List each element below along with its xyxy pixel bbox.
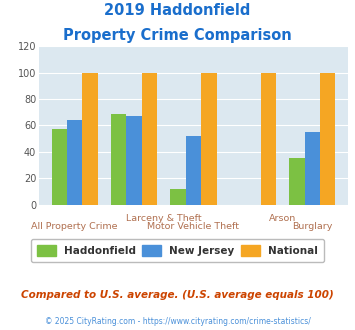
Bar — [170, 189, 186, 205]
Bar — [67, 120, 82, 205]
Text: © 2025 CityRating.com - https://www.cityrating.com/crime-statistics/: © 2025 CityRating.com - https://www.city… — [45, 317, 310, 326]
Bar — [186, 136, 201, 205]
Text: Arson: Arson — [269, 214, 296, 223]
Text: Compared to U.S. average. (U.S. average equals 100): Compared to U.S. average. (U.S. average … — [21, 290, 334, 300]
Bar — [201, 73, 217, 205]
Text: 2019 Haddonfield: 2019 Haddonfield — [104, 3, 251, 18]
Text: Property Crime Comparison: Property Crime Comparison — [63, 28, 292, 43]
Bar — [111, 114, 126, 205]
Bar — [142, 73, 157, 205]
Text: All Property Crime: All Property Crime — [32, 222, 118, 231]
Bar — [82, 73, 98, 205]
Bar — [305, 132, 320, 205]
Bar — [126, 116, 142, 205]
Text: Larceny & Theft: Larceny & Theft — [126, 214, 202, 223]
Bar — [51, 129, 67, 205]
Text: Motor Vehicle Theft: Motor Vehicle Theft — [147, 222, 240, 231]
Legend: Haddonfield, New Jersey, National: Haddonfield, New Jersey, National — [31, 239, 324, 262]
Text: Burglary: Burglary — [292, 222, 332, 231]
Bar — [261, 73, 276, 205]
Bar — [289, 158, 305, 205]
Bar — [320, 73, 335, 205]
